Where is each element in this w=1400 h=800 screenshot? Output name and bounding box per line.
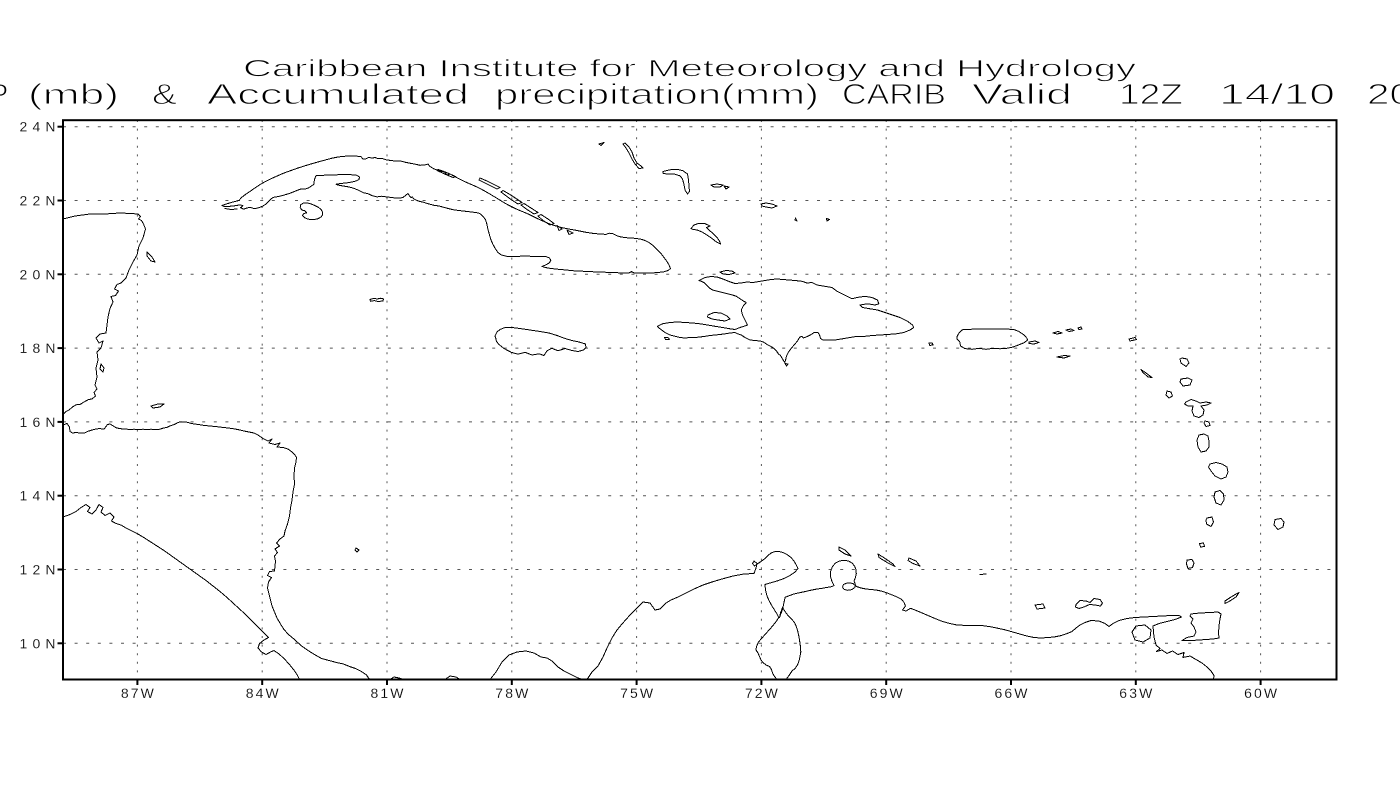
svg-text:20N: 20N [20, 266, 56, 282]
svg-text:87W: 87W [121, 685, 155, 701]
svg-text:Caribbean Institute for Meteor: Caribbean Institute for Meteorology and … [243, 56, 1136, 83]
svg-text:precipitation(mm): precipitation(mm) [495, 79, 819, 111]
svg-text:(mb): (mb) [28, 79, 119, 111]
svg-text:12N: 12N [20, 562, 56, 578]
svg-text:Accumulated: Accumulated [207, 79, 469, 111]
svg-text:CARIB: CARIB [842, 79, 946, 111]
svg-text:&: & [152, 79, 177, 111]
svg-text:72W: 72W [745, 685, 779, 701]
svg-text:12Z: 12Z [1119, 79, 1183, 111]
svg-text:24N: 24N [20, 119, 56, 135]
svg-text:18N: 18N [20, 340, 56, 356]
svg-text:75W: 75W [620, 685, 654, 701]
svg-text:14N: 14N [20, 488, 56, 504]
svg-text:66W: 66W [995, 685, 1029, 701]
svg-text:P: P [0, 79, 8, 111]
svg-text:69W: 69W [870, 685, 904, 701]
svg-text:78W: 78W [495, 685, 529, 701]
svg-text:14/10: 14/10 [1219, 79, 1335, 111]
svg-text:84W: 84W [246, 685, 280, 701]
svg-text:10N: 10N [20, 635, 56, 651]
svg-text:63W: 63W [1119, 685, 1153, 701]
svg-text:2021: 2021 [1367, 79, 1400, 111]
svg-text:60W: 60W [1244, 685, 1278, 701]
svg-text:22N: 22N [20, 193, 56, 209]
svg-text:16N: 16N [20, 414, 56, 430]
svg-text:81W: 81W [371, 685, 405, 701]
svg-text:Valid: Valid [972, 79, 1072, 111]
